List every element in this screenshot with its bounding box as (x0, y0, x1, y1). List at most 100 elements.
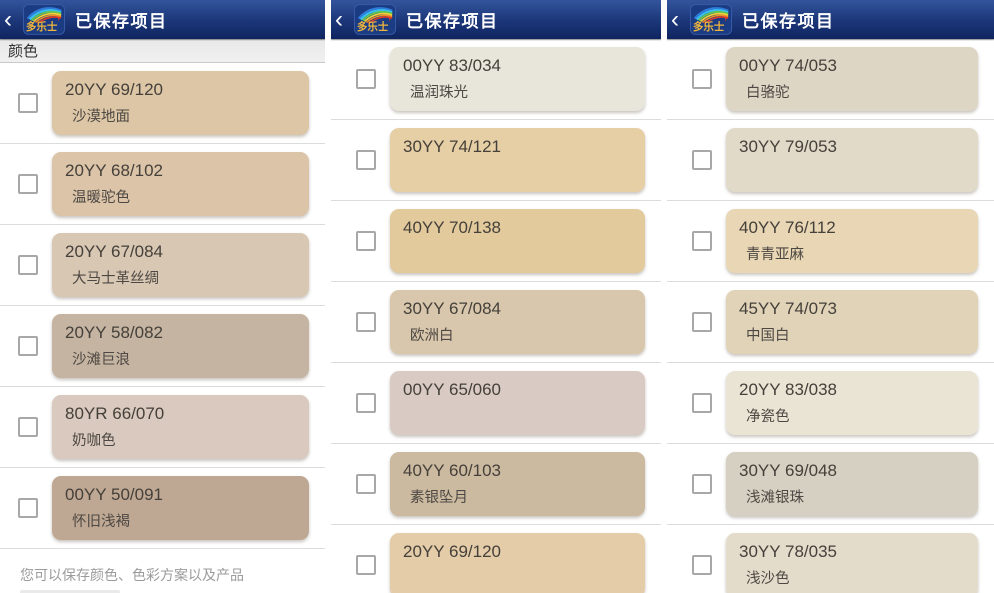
color-code: 30YY 69/048 (739, 461, 837, 480)
back-chevron-icon[interactable]: ‹ (4, 5, 12, 33)
app-bar: ‹ 多乐士 ’ 已保存项目 (0, 0, 325, 39)
page-title: 已保存项目 (406, 12, 499, 31)
saved-item-row: 30YY 78/035 浅沙色 (667, 525, 994, 593)
logo-text: 多乐士 (693, 20, 725, 33)
saved-item-row: 00YY 83/034 温润珠光 (331, 39, 661, 120)
color-code: 20YY 67/084 (65, 242, 163, 261)
item-checkbox[interactable] (356, 555, 376, 575)
color-code: 40YY 76/112 (739, 218, 836, 237)
color-name: 欧洲白 (410, 328, 454, 344)
color-code: 20YY 69/120 (403, 542, 501, 561)
page-title: 已保存项目 (75, 12, 168, 31)
color-swatch[interactable]: 00YY 83/034 温润珠光 (390, 47, 645, 111)
item-checkbox[interactable] (18, 93, 38, 113)
item-checkbox[interactable] (18, 417, 38, 437)
item-checkbox[interactable] (692, 555, 712, 575)
saved-item-row: 45YY 74/073 中国白 (667, 282, 994, 363)
color-code: 00YY 65/060 (403, 380, 501, 399)
color-swatch[interactable]: 30YY 74/121 (390, 128, 645, 192)
color-code: 00YY 83/034 (403, 56, 501, 75)
saved-item-row: 20YY 58/082 沙滩巨浪 (0, 306, 325, 387)
saved-item-row: 30YY 79/053 (667, 120, 994, 201)
color-name: 温润珠光 (410, 85, 468, 101)
color-swatch[interactable]: 45YY 74/073 中国白 (726, 290, 978, 354)
color-swatch[interactable]: 00YY 74/053 白骆驼 (726, 47, 978, 111)
color-swatch[interactable]: 80YR 66/070 奶咖色 (52, 395, 309, 459)
back-chevron-icon[interactable]: ‹ (335, 5, 343, 33)
saved-item-row: 20YY 69/120 (331, 525, 661, 593)
color-swatch[interactable]: 20YY 67/084 大马士革丝绸 (52, 233, 309, 297)
item-checkbox[interactable] (18, 498, 38, 518)
item-checkbox[interactable] (692, 312, 712, 332)
color-code: 30YY 74/121 (403, 137, 501, 156)
color-code: 20YY 68/102 (65, 161, 163, 180)
color-swatch[interactable]: 30YY 67/084 欧洲白 (390, 290, 645, 354)
color-swatch[interactable]: 30YY 69/048 浅滩银珠 (726, 452, 978, 516)
section-header-colors: 颜色 (0, 39, 325, 63)
section-label: 颜色 (8, 43, 39, 60)
saved-item-row: 40YY 70/138 (331, 201, 661, 282)
item-checkbox[interactable] (692, 69, 712, 89)
item-checkbox[interactable] (692, 393, 712, 413)
saved-item-row: 00YY 74/053 白骆驼 (667, 39, 994, 120)
item-checkbox[interactable] (692, 474, 712, 494)
item-checkbox[interactable] (356, 393, 376, 413)
item-checkbox[interactable] (18, 174, 38, 194)
footer-smudge (20, 590, 120, 593)
item-checkbox[interactable] (356, 69, 376, 89)
color-swatch[interactable]: 20YY 58/082 沙滩巨浪 (52, 314, 309, 378)
color-swatch[interactable]: 30YY 79/053 (726, 128, 978, 192)
color-swatch[interactable]: 30YY 78/035 浅沙色 (726, 533, 978, 593)
color-swatch[interactable]: 20YY 68/102 温暖驼色 (52, 152, 309, 216)
color-code: 20YY 58/082 (65, 323, 163, 342)
saved-item-row: 30YY 74/121 (331, 120, 661, 201)
color-swatch[interactable]: 40YY 70/138 (390, 209, 645, 273)
item-checkbox[interactable] (356, 150, 376, 170)
color-code: 40YY 60/103 (403, 461, 501, 480)
color-name: 奶咖色 (72, 433, 116, 449)
svg-text:’: ’ (724, 16, 727, 27)
color-name: 怀旧浅褐 (72, 514, 130, 530)
color-code: 30YY 78/035 (739, 542, 837, 561)
color-name: 大马士革丝绸 (72, 271, 159, 287)
color-code: 20YY 83/038 (739, 380, 837, 399)
svg-text:’: ’ (388, 16, 391, 27)
app-screen-2: ‹ 多乐士 ’ 已保存项目 00YY 83/034 温润珠光 (331, 0, 661, 593)
color-code: 80YR 66/070 (65, 404, 165, 423)
item-checkbox[interactable] (356, 312, 376, 332)
app-screen-1: ‹ 多乐士 ’ 已保存项目 颜色 20YY 69/120 沙漠地面 (0, 0, 325, 593)
item-checkbox[interactable] (18, 255, 38, 275)
dulux-logo: 多乐士 ’ (354, 4, 396, 35)
saved-item-row: 40YY 76/112 青青亚麻 (667, 201, 994, 282)
item-checkbox[interactable] (692, 150, 712, 170)
saved-item-row: 80YR 66/070 奶咖色 (0, 387, 325, 468)
saved-item-row: 30YY 67/084 欧洲白 (331, 282, 661, 363)
color-code: 30YY 67/084 (403, 299, 501, 318)
color-name: 温暖驼色 (72, 190, 130, 206)
color-swatch[interactable]: 00YY 65/060 (390, 371, 645, 435)
saved-item-row: 20YY 83/038 净瓷色 (667, 363, 994, 444)
color-name: 中国白 (746, 328, 790, 344)
color-swatch[interactable]: 00YY 50/091 怀旧浅褐 (52, 476, 309, 540)
app-bar: ‹ 多乐士 ’ 已保存项目 (667, 0, 994, 39)
saved-item-row: 40YY 60/103 素银坠月 (331, 444, 661, 525)
back-chevron-icon[interactable]: ‹ (671, 5, 679, 33)
item-checkbox[interactable] (356, 231, 376, 251)
color-name: 浅沙色 (746, 571, 790, 587)
item-checkbox[interactable] (18, 336, 38, 356)
color-swatch[interactable]: 20YY 83/038 净瓷色 (726, 371, 978, 435)
color-swatch[interactable]: 40YY 76/112 青青亚麻 (726, 209, 978, 273)
dulux-logo: 多乐士 ’ (23, 4, 65, 35)
color-swatch[interactable]: 20YY 69/120 (390, 533, 645, 593)
dulux-logo: 多乐士 ’ (690, 4, 732, 35)
item-checkbox[interactable] (356, 474, 376, 494)
color-swatch[interactable]: 40YY 60/103 素银坠月 (390, 452, 645, 516)
saved-item-row: 00YY 50/091 怀旧浅褐 (0, 468, 325, 549)
color-swatch[interactable]: 20YY 69/120 沙漠地面 (52, 71, 309, 135)
page-title: 已保存项目 (742, 12, 835, 31)
color-code: 00YY 50/091 (65, 485, 163, 504)
saved-item-row: 20YY 68/102 温暖驼色 (0, 144, 325, 225)
svg-text:’: ’ (57, 16, 60, 27)
color-name: 白骆驼 (746, 85, 790, 101)
item-checkbox[interactable] (692, 231, 712, 251)
